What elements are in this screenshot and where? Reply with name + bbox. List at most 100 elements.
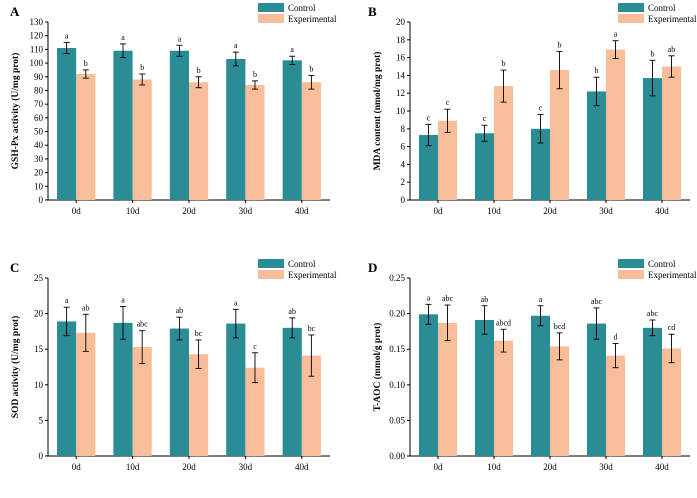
- bar-control: [226, 323, 246, 456]
- significance-letter-experimental: abcd: [496, 318, 511, 327]
- bar-control: [474, 320, 494, 456]
- y-tick-label: 20: [34, 168, 44, 178]
- y-tick-label: 2: [401, 177, 406, 187]
- y-tick-label: 12: [396, 88, 405, 98]
- y-tick-label: 130: [30, 17, 44, 27]
- bar-experimental: [438, 322, 458, 456]
- significance-letter-control: a: [539, 295, 543, 304]
- bar-experimental: [301, 82, 321, 200]
- significance-letter-control: abc: [591, 297, 603, 306]
- y-tick-label: 100: [30, 58, 44, 68]
- legend-swatch-control: [618, 259, 644, 268]
- bar-experimental: [132, 79, 152, 200]
- y-axis-label: MDA content (nmol/mg prot): [372, 52, 383, 171]
- y-tick-label: 20: [34, 309, 44, 319]
- legend-swatch-control: [258, 259, 284, 268]
- legend-label-experimental: Experimental: [288, 270, 337, 280]
- significance-letter-experimental: b: [253, 70, 257, 79]
- bar-experimental: [301, 355, 321, 456]
- x-tick-label: 30d: [599, 462, 613, 472]
- x-tick-label: 20d: [182, 206, 196, 216]
- bar-experimental: [76, 332, 96, 456]
- x-tick-label: 40d: [295, 206, 309, 216]
- legend-label-control: Control: [288, 259, 316, 269]
- y-tick-label: 20: [396, 17, 406, 27]
- legend-label-control: Control: [288, 3, 316, 13]
- y-tick-label: 0: [39, 451, 44, 461]
- significance-letter-control: ab: [481, 295, 489, 304]
- significance-letter-experimental: d: [614, 333, 618, 342]
- legend-label-experimental: Experimental: [648, 14, 697, 24]
- y-tick-label: 0.00: [389, 451, 405, 461]
- bar-experimental: [494, 86, 514, 200]
- significance-letter-experimental: a: [614, 30, 618, 39]
- bar-control: [586, 323, 606, 456]
- bar-experimental: [438, 120, 458, 200]
- y-tick-label: 0.15: [389, 344, 405, 354]
- significance-letter-experimental: abc: [137, 320, 149, 329]
- panel-b: B MDA content (nmol/mg prot) 0 2 4 6 8 10 12 14 16…: [368, 3, 697, 216]
- y-tick-label: 60: [34, 113, 44, 123]
- bar-control: [169, 50, 189, 200]
- significance-letter-experimental: bc: [308, 324, 316, 333]
- x-tick-label: 20d: [543, 462, 557, 472]
- y-axis-label: GSH-Px activity (U/mg prot): [10, 53, 21, 170]
- legend-swatch-experimental: [258, 270, 284, 279]
- y-tick-label: 30: [34, 154, 44, 164]
- y-tick-label: 110: [30, 44, 44, 54]
- legend-swatch-experimental: [618, 14, 644, 23]
- x-tick-label: 30d: [599, 206, 613, 216]
- y-tick-label: 40: [34, 140, 44, 150]
- legend-label-experimental: Experimental: [288, 14, 337, 24]
- significance-letter-control: a: [121, 33, 125, 42]
- y-tick-label: 25: [34, 273, 44, 283]
- legend-swatch-experimental: [258, 14, 284, 23]
- y-tick-label: 6: [401, 142, 406, 152]
- significance-letter-experimental: abc: [442, 294, 454, 303]
- bar-control: [57, 48, 77, 201]
- bar-control: [57, 321, 77, 456]
- bar-control: [530, 128, 550, 200]
- x-tick-label: 30d: [239, 462, 253, 472]
- x-tick-label: 10d: [487, 206, 501, 216]
- y-tick-label: 120: [30, 31, 44, 41]
- bar-experimental: [245, 84, 265, 200]
- significance-letter-control: a: [427, 293, 431, 302]
- significance-letter-control: b: [594, 66, 598, 75]
- significance-letter-experimental: b: [84, 59, 88, 68]
- y-tick-label: 10: [34, 380, 44, 390]
- significance-letter-control: c: [539, 104, 543, 113]
- x-tick-label: 40d: [655, 206, 669, 216]
- significance-letter-control: a: [65, 296, 69, 305]
- bar-control: [642, 78, 662, 200]
- bar-control: [113, 50, 133, 200]
- bar-experimental: [662, 348, 682, 456]
- panel-d: D T-AOC (mmol/g prot) 0.00 0.05 0.10 0.15 0.20…: [368, 259, 697, 472]
- bar-experimental: [662, 66, 682, 200]
- y-tick-label: 16: [396, 53, 406, 63]
- bar-control: [418, 135, 438, 200]
- significance-letter-control: b: [650, 49, 654, 58]
- y-tick-label: 0: [401, 195, 406, 205]
- bar-control: [474, 133, 494, 200]
- significance-letter-experimental: ab: [668, 45, 676, 54]
- x-tick-label: 0d: [72, 206, 82, 216]
- x-tick-label: 40d: [655, 462, 669, 472]
- significance-letter-experimental: ab: [82, 303, 90, 312]
- bar-experimental: [132, 347, 152, 456]
- y-tick-label: 0.05: [389, 415, 405, 425]
- bar-control: [530, 315, 550, 456]
- significance-letter-experimental: c: [253, 342, 257, 351]
- significance-letter-experimental: b: [558, 40, 562, 49]
- bar-control: [586, 91, 606, 200]
- bar-experimental: [550, 346, 570, 456]
- significance-letter-experimental: bcd: [554, 322, 566, 331]
- panel-letter: A: [10, 4, 20, 19]
- panel-letter: B: [368, 4, 377, 19]
- bar-control: [113, 322, 133, 456]
- significance-letter-control: c: [427, 113, 431, 122]
- y-tick-label: 0: [39, 195, 44, 205]
- significance-letter-control: ab: [288, 307, 296, 316]
- legend-swatch-experimental: [618, 270, 644, 279]
